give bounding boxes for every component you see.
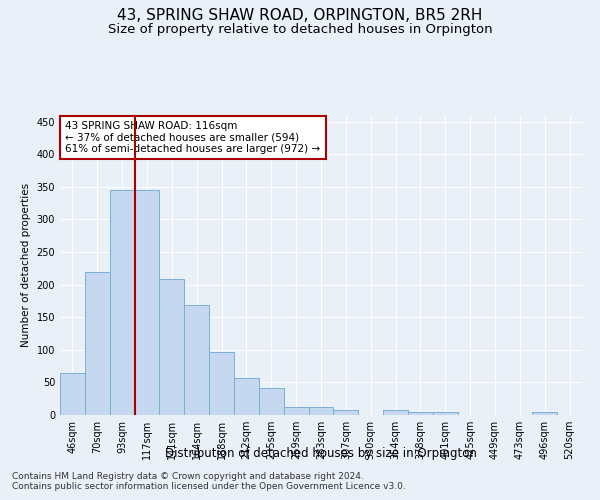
Bar — [160, 280, 184, 415]
Bar — [284, 406, 308, 415]
Text: Size of property relative to detached houses in Orpington: Size of property relative to detached ho… — [107, 22, 493, 36]
Y-axis label: Number of detached properties: Number of detached properties — [21, 183, 31, 347]
Text: 43, SPRING SHAW ROAD, ORPINGTON, BR5 2RH: 43, SPRING SHAW ROAD, ORPINGTON, BR5 2RH — [118, 8, 482, 22]
Bar — [532, 412, 557, 415]
Text: Contains HM Land Registry data © Crown copyright and database right 2024.: Contains HM Land Registry data © Crown c… — [12, 472, 364, 481]
Bar — [85, 272, 110, 415]
Bar — [308, 406, 334, 415]
Bar — [234, 378, 259, 415]
Bar — [209, 352, 234, 415]
Bar — [383, 410, 408, 415]
Bar — [334, 410, 358, 415]
Bar — [134, 190, 160, 415]
Bar — [110, 190, 134, 415]
Bar — [60, 372, 85, 415]
Text: Distribution of detached houses by size in Orpington: Distribution of detached houses by size … — [165, 448, 477, 460]
Bar — [259, 388, 284, 415]
Bar — [433, 412, 458, 415]
Bar — [184, 306, 209, 415]
Text: 43 SPRING SHAW ROAD: 116sqm
← 37% of detached houses are smaller (594)
61% of se: 43 SPRING SHAW ROAD: 116sqm ← 37% of det… — [65, 121, 320, 154]
Text: Contains public sector information licensed under the Open Government Licence v3: Contains public sector information licen… — [12, 482, 406, 491]
Bar — [408, 412, 433, 415]
